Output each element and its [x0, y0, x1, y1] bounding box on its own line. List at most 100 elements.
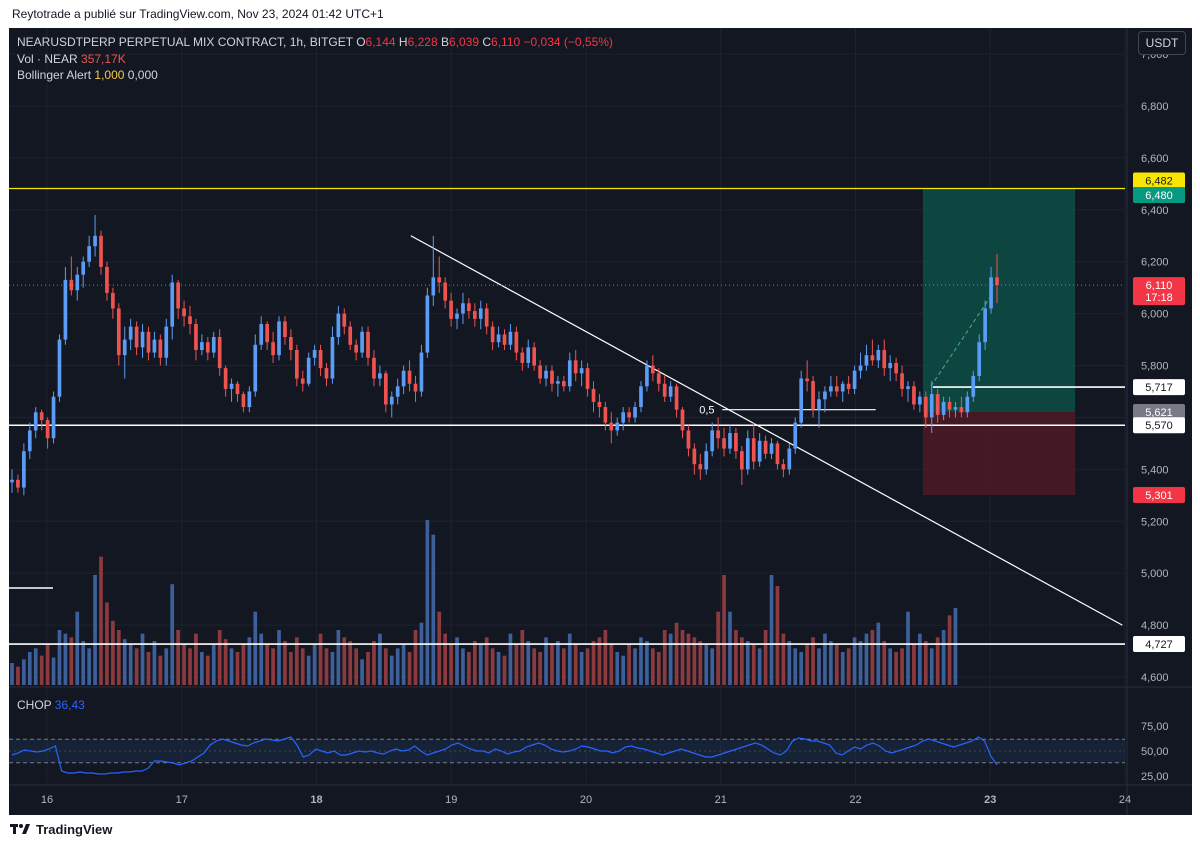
candle-body [645, 365, 649, 387]
candle-body [27, 430, 32, 452]
candle-body [947, 401, 952, 410]
volume-bar [923, 641, 928, 685]
volume-bar [93, 575, 97, 685]
candle-body [995, 277, 999, 286]
candle-body [935, 394, 940, 415]
chop-tick-label: 75,00 [1141, 721, 1169, 733]
symbol-legend: NEARUSDTPERP PERPETUAL MIX CONTRACT, 1h,… [17, 35, 613, 49]
candle-body [152, 339, 157, 353]
volume-bar [360, 659, 364, 685]
volume-bar [449, 644, 453, 685]
candle-body [312, 349, 317, 358]
volume-bar [639, 637, 643, 685]
candle-body [532, 347, 537, 366]
price-label-box [1133, 404, 1185, 421]
candle-body [271, 342, 275, 356]
price-label-box [1133, 636, 1185, 653]
volume-bar [858, 641, 863, 685]
candle-body [704, 451, 709, 470]
close-label: C [482, 35, 492, 49]
volume-bar [63, 633, 68, 685]
candle-body [817, 399, 821, 410]
volume-bar [389, 655, 394, 685]
volume-bar [294, 637, 299, 685]
chop-label: CHOP [17, 698, 52, 712]
volume-bar [787, 641, 792, 685]
candle-body [33, 412, 38, 431]
candle-body [294, 349, 299, 379]
volume-bar [751, 644, 756, 685]
volume-bar [633, 648, 637, 685]
candle-body [140, 331, 145, 348]
volume-bar [526, 641, 531, 685]
price-label-box [1133, 187, 1185, 204]
volume-bar [354, 648, 358, 685]
candle-body [585, 368, 590, 389]
volume-label: Vol · NEAR [17, 52, 78, 66]
candle-body [573, 360, 578, 374]
candle-body [188, 316, 192, 325]
volume-bar [532, 648, 537, 685]
price-tick-label: 5,200 [1141, 516, 1169, 528]
candle-body [538, 365, 542, 379]
tradingview-logo-icon [10, 824, 30, 834]
volume-bar [894, 652, 898, 685]
volume-bar [591, 641, 596, 685]
price-tick-label: 6,000 [1141, 309, 1169, 321]
volume-bar [87, 648, 91, 685]
candle-body [366, 331, 370, 358]
bollinger-label: Bollinger Alert [17, 68, 92, 82]
chart-area[interactable]: 0,5 7,0006,8006,6006,4006,2006,0005,8005… [9, 28, 1192, 815]
volume-bar [342, 637, 347, 685]
volume-bar [550, 644, 554, 685]
volume-bar [111, 620, 115, 685]
candle-body [864, 355, 869, 366]
volume-bar [158, 655, 163, 685]
volume-bar [870, 630, 875, 685]
candle-body [247, 391, 252, 408]
candle-body [164, 326, 169, 358]
candle-body [259, 324, 264, 345]
candle-body [87, 246, 91, 262]
price-tick-label: 6,800 [1141, 101, 1169, 113]
candle-body [10, 479, 14, 483]
candle-body [846, 383, 851, 389]
candle-body [852, 370, 857, 389]
candle-body [882, 349, 887, 369]
candle-body [514, 331, 519, 353]
candle-body [437, 277, 442, 283]
candle-body [389, 396, 394, 405]
currency-button[interactable]: USDT [1138, 31, 1186, 55]
candle-body [146, 331, 151, 353]
volume-bar [205, 655, 210, 685]
price-label-text: 5,570 [1145, 420, 1173, 432]
candle-body [662, 383, 667, 397]
candle-body [953, 407, 958, 410]
volume-bar [229, 648, 234, 685]
volume-bar [662, 630, 667, 685]
volume-bar [882, 641, 887, 685]
high-value: 6,228 [407, 35, 438, 49]
volume-bar [300, 648, 305, 685]
volume-bar [728, 611, 732, 685]
volume-bar [906, 611, 910, 685]
volume-bar [840, 652, 845, 685]
candle-body [823, 391, 827, 400]
volume-bar [241, 644, 246, 685]
volume-bar [16, 666, 20, 685]
time-tick-label: 17 [176, 794, 188, 806]
volume-bar [668, 633, 673, 685]
volume-bar [514, 644, 519, 685]
volume-bar [805, 644, 809, 685]
volume-bar [953, 608, 958, 685]
volume-bar [811, 637, 815, 685]
candle-body [342, 313, 347, 327]
candle-body [906, 386, 910, 389]
symbol-line: NEARUSDTPERP PERPETUAL MIX CONTRACT, 1h,… [17, 35, 353, 49]
candle-body [728, 433, 732, 449]
volume-bar [846, 648, 851, 685]
volume-bar [247, 637, 252, 685]
price-tick-label: 5,800 [1141, 361, 1169, 373]
candle-body [205, 342, 210, 353]
volume-bar [775, 586, 780, 685]
